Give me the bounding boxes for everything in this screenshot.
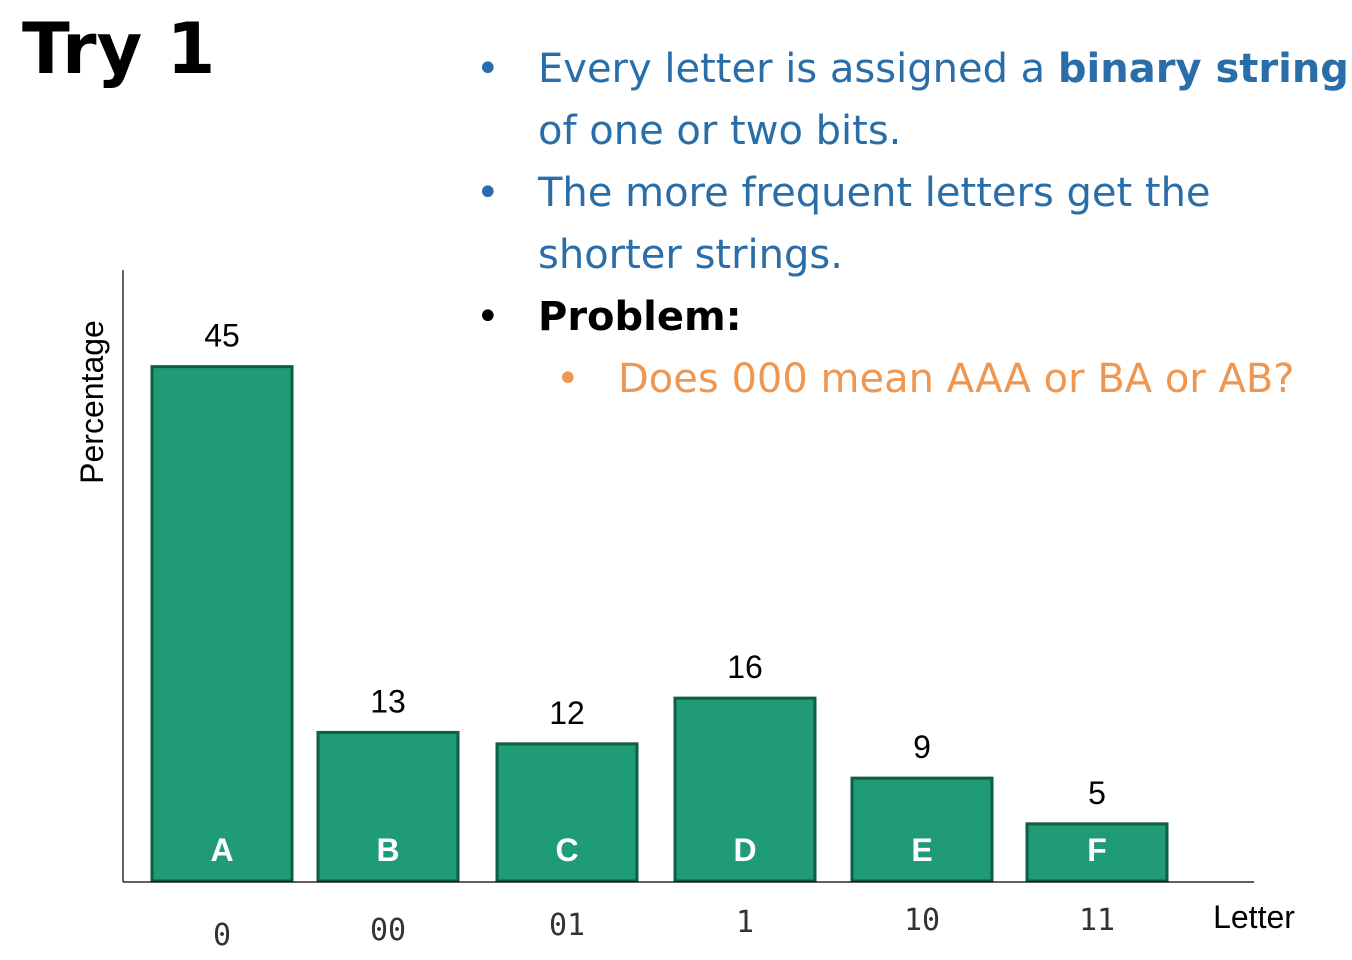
y-axis-label: Percentage (74, 320, 110, 484)
bullet-text: Problem: (538, 294, 742, 340)
bar-category-label: A (210, 832, 233, 868)
bullet-dot: • (476, 294, 500, 340)
data-label: 13 (370, 683, 406, 719)
x-tick-code: 0 (213, 918, 231, 953)
bar-e (850, 776, 994, 883)
bullet-item-frequent-letters: • The more frequent letters get the shor… (470, 162, 1349, 286)
bar-d (673, 696, 817, 883)
x-tick-code: 11 (1079, 903, 1115, 938)
bar-c (495, 742, 639, 883)
bullet-continuation: shorter strings. (538, 232, 843, 278)
x-tick-code: 01 (549, 908, 585, 943)
bullet-text: The more frequent letters get the (538, 170, 1211, 216)
bullet-text: Every letter is assigned a (538, 46, 1058, 92)
slide-title: Try 1 (22, 8, 216, 90)
bullet-dot: • (556, 356, 580, 402)
bullet-continuation: of one or two bits. (538, 108, 902, 154)
bar-category-label: C (555, 832, 578, 868)
bar-category-label: B (376, 832, 399, 868)
x-axis-label: Letter (1213, 899, 1295, 935)
bullet-text: Does 000 mean AAA or BA or AB? (618, 356, 1295, 402)
bar-category-label: D (733, 832, 756, 868)
data-label: 9 (913, 729, 931, 765)
bullet-emphasis: binary string (1057, 46, 1349, 92)
bar-b (316, 730, 460, 883)
bullet-item-problem: • Problem: (470, 286, 1349, 348)
bullet-dot: • (476, 170, 500, 216)
bullet-item-binary-string: • Every letter is assigned a binary stri… (470, 38, 1349, 162)
data-label: 45 (204, 318, 240, 354)
bar-category-label: F (1087, 832, 1107, 868)
data-label: 16 (727, 649, 763, 685)
bars-group: 45 A 0 13 B 00 12 C 01 16 D 1 9 E 10 5 F 11 (150, 318, 1169, 953)
bullet-item-ambiguity: • Does 000 mean AAA or BA or AB? (550, 348, 1349, 410)
data-label: 12 (549, 695, 585, 731)
bar-category-label: E (911, 832, 932, 868)
x-tick-code: 1 (736, 905, 754, 940)
bullet-list: • Every letter is assigned a binary stri… (470, 38, 1349, 410)
x-tick-code: 00 (370, 913, 406, 948)
x-tick-code: 10 (904, 903, 940, 938)
data-label: 5 (1088, 775, 1106, 811)
bar-a (150, 365, 294, 883)
bullet-dot: • (476, 46, 500, 92)
bar-f (1025, 822, 1169, 883)
